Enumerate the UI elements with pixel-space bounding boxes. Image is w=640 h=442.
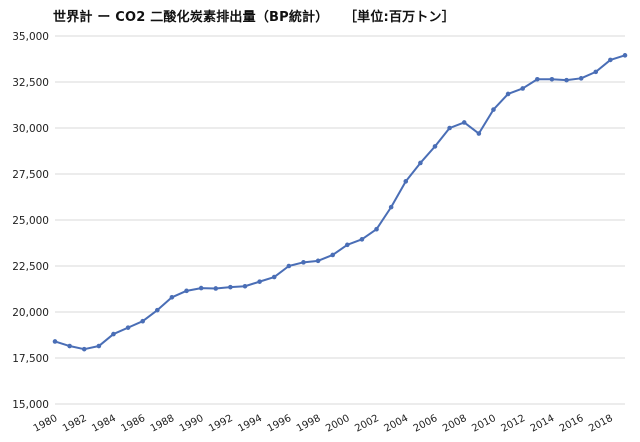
data-point [622, 53, 628, 58]
data-point [418, 160, 423, 166]
data-point [330, 252, 335, 258]
data-point [359, 237, 365, 242]
x-tick-label: 1996 [266, 413, 294, 435]
data-point [184, 288, 189, 294]
x-tick-label: 2002 [353, 413, 381, 435]
data-point [96, 343, 102, 349]
x-tick-label: 1998 [295, 413, 323, 435]
data-point [242, 283, 248, 289]
y-tick-label: 32,500 [12, 77, 49, 89]
data-point [169, 294, 175, 300]
x-tick-label: 1994 [236, 413, 264, 435]
data-point [111, 331, 116, 337]
data-point [155, 307, 160, 313]
x-tick-label: 1980 [32, 413, 60, 435]
data-point [213, 286, 219, 291]
y-tick-label: 20,000 [12, 307, 49, 319]
data-point [608, 57, 613, 63]
y-tick-label: 30,000 [12, 123, 49, 135]
x-tick-label: 2014 [529, 413, 557, 435]
data-point [535, 76, 540, 82]
data-point [301, 260, 306, 265]
x-tick-label: 1986 [119, 413, 147, 435]
data-point [286, 263, 292, 269]
data-point [461, 120, 467, 125]
y-tick-label: 17,500 [12, 353, 49, 365]
data-point [52, 339, 58, 344]
x-tick-label: 2012 [499, 413, 527, 435]
data-point [125, 325, 131, 330]
data-point [198, 285, 204, 291]
data-point [374, 226, 379, 232]
data-point [388, 204, 394, 210]
x-tick-label: 2010 [470, 413, 498, 435]
y-tick-label: 22,500 [12, 261, 49, 273]
data-point [67, 343, 72, 349]
data-point [345, 242, 350, 248]
data-point [432, 144, 438, 149]
data-point [491, 107, 496, 112]
series-line [54, 54, 626, 351]
data-point [549, 76, 555, 82]
data-point [593, 69, 599, 75]
y-axis-ticks: 15,000 17,500 20,000 22,500 25,000 27,500 30,0… [12, 31, 49, 411]
x-tick-label: 1982 [61, 413, 89, 435]
data-point [81, 346, 87, 352]
chart-unit-note: ［単位:百万トン］ [350, 10, 455, 25]
x-tick-label: 2016 [558, 413, 586, 435]
chart-title: 世界計 ー CO2 二酸化炭素排出量（BP統計） ［単位:百万トン］ [53, 6, 455, 25]
data-point [564, 77, 569, 83]
chart-title-text: 世界計 ー CO2 二酸化炭素排出量（BP統計） [53, 10, 329, 25]
data-point [476, 131, 482, 136]
data-point [257, 279, 262, 284]
y-tick-label: 15,000 [12, 399, 49, 411]
x-tick-label: 1984 [90, 413, 118, 435]
data-point [140, 318, 145, 324]
x-tick-label: 2004 [383, 413, 411, 435]
data-point [520, 86, 525, 91]
data-point [403, 179, 409, 184]
gridlines [55, 35, 625, 405]
data-point [578, 76, 584, 81]
x-tick-label: 2006 [412, 413, 440, 435]
x-tick-label: 2008 [441, 413, 469, 435]
x-tick-label: 2000 [324, 413, 352, 435]
y-tick-label: 35,000 [12, 31, 49, 43]
x-tick-label: 1988 [149, 413, 177, 435]
data-point [315, 258, 321, 264]
x-tick-label: 1992 [207, 413, 235, 435]
data-point [228, 284, 233, 290]
data-point [505, 91, 511, 97]
data-point [271, 274, 277, 280]
series-layer [52, 53, 628, 352]
x-tick-label: 1990 [178, 413, 206, 435]
data-point [447, 125, 452, 131]
x-axis-ticks: 1980 1982 1984 1986 1988 1990 1992 1994 1996 1998… [32, 413, 615, 435]
y-tick-label: 25,000 [12, 215, 49, 227]
y-tick-label: 27,500 [12, 169, 49, 181]
x-tick-label: 2018 [587, 413, 615, 435]
